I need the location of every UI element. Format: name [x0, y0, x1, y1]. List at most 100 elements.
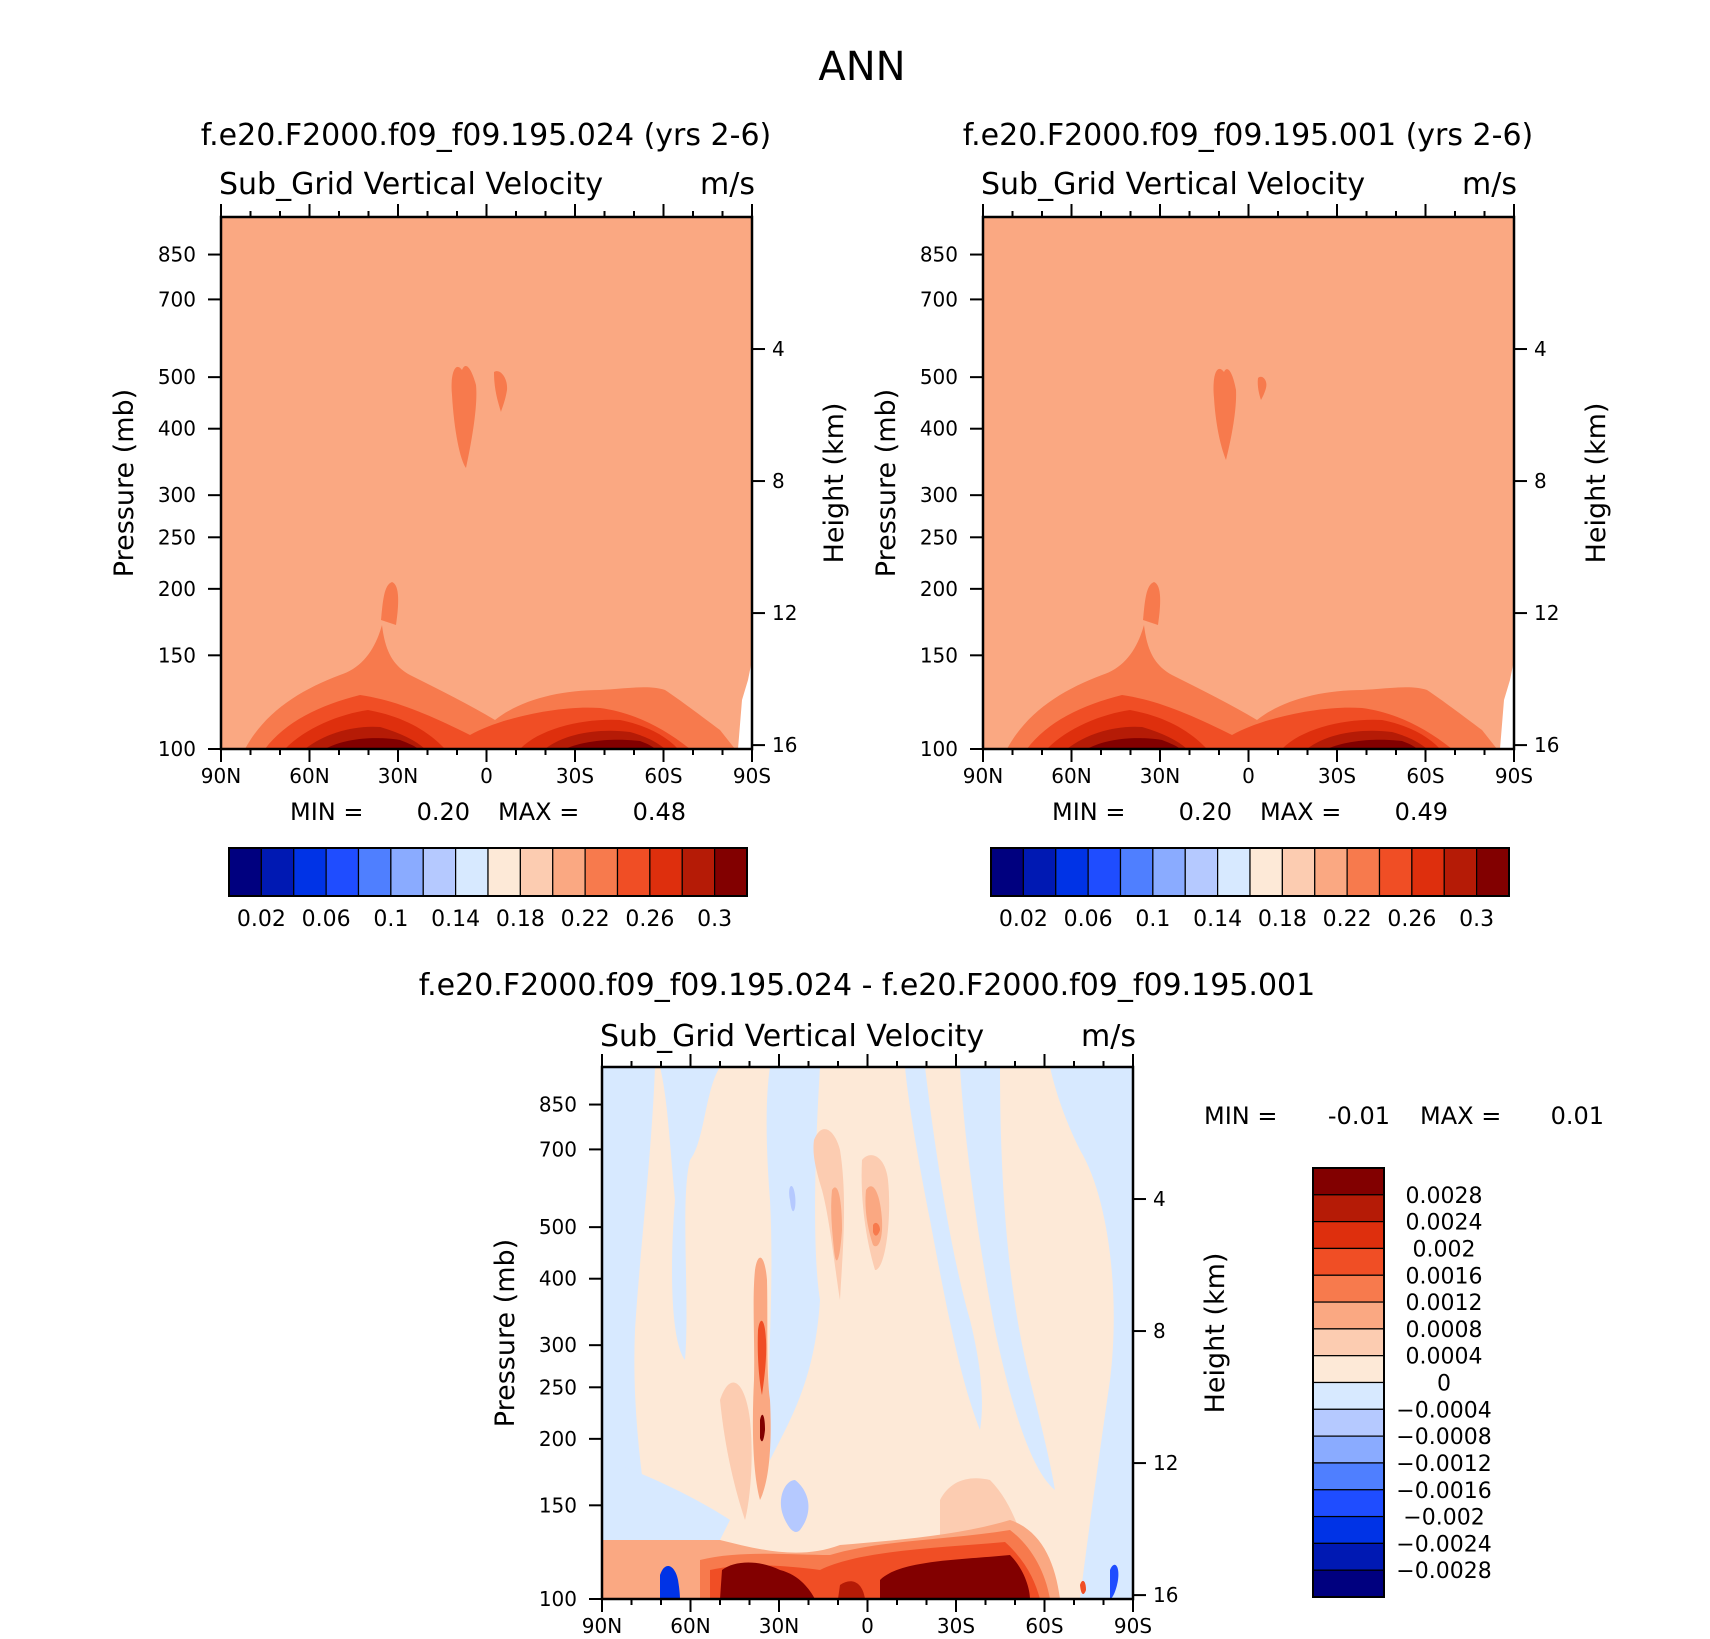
colorbar-swatch: [1119, 847, 1154, 897]
panel-top-left-max-label: MAX =: [498, 798, 579, 826]
colorbar-label: 0.0028: [1406, 1184, 1483, 1209]
colorbar-frame: [990, 847, 1510, 897]
x-tick-label: 90S: [1114, 1614, 1152, 1638]
height-tick-label: 8: [1153, 1319, 1166, 1343]
colorbar-swatch: [1346, 847, 1381, 897]
panel-top-left-min-value: 0.20: [417, 798, 470, 826]
contour-band: [757, 1320, 767, 1395]
panel-top-right-case-title: f.e20.F2000.f09_f09.195.001 (yrs 2-6): [963, 118, 1533, 153]
y-tick-label: 700: [158, 287, 196, 311]
colorbar-swatch: [1087, 847, 1122, 897]
colorbar-label: 0.0012: [1406, 1291, 1483, 1316]
contour-band: [660, 1565, 680, 1599]
x-tick-label: 90S: [733, 764, 771, 788]
y-tick-label: 250: [920, 525, 958, 549]
colorbar-swatch: [1312, 1301, 1385, 1330]
panel-bottom-ylabel-right: Height (km): [1200, 1253, 1231, 1414]
colorbar-label: 0: [1437, 1372, 1451, 1397]
x-tick-label: 0: [861, 1614, 874, 1638]
panel-top-left-units: m/s: [700, 167, 755, 202]
y-tick-label: 850: [158, 243, 196, 267]
colorbar-label: −0.0004: [1396, 1398, 1491, 1423]
colorbar-swatch: [1312, 1542, 1385, 1571]
panel-bottom-variable: Sub_Grid Vertical Velocity: [600, 1019, 984, 1054]
colorbar-swatch: [1312, 1167, 1385, 1196]
colorbar-label: 0.02: [237, 907, 286, 932]
height-tick-label: 4: [772, 337, 785, 361]
colorbar-swatch: [357, 847, 392, 897]
colorbar-swatch: [293, 847, 327, 897]
colorbar-swatch: [228, 847, 262, 897]
x-tick-label: 30N: [759, 1614, 799, 1638]
colorbar-label: 0.1: [373, 907, 408, 932]
y-tick-label: 250: [539, 1375, 577, 1399]
colorbar-label: 0.26: [625, 907, 674, 932]
x-tick-label: 60N: [670, 1614, 710, 1638]
contour-band: [1213, 368, 1237, 460]
contour-band: [1087, 738, 1180, 749]
x-tick-label: 0: [1242, 764, 1255, 788]
y-tick-label: 250: [158, 525, 196, 549]
contour-band: [720, 1382, 752, 1520]
contour-band: [838, 1581, 865, 1599]
panel-top-left-ylabel: Pressure (mb): [109, 389, 140, 577]
height-tick-label: 16: [1534, 733, 1559, 757]
panel-top-left-field: [221, 217, 752, 749]
panel-top-right-ylabel: Pressure (mb): [871, 389, 902, 577]
background-band: [983, 217, 1514, 749]
contour-band: [660, 1067, 720, 1360]
y-tick-label: 150: [920, 643, 958, 667]
colorbar-swatch: [1312, 1194, 1385, 1223]
colorbar-label: −0.002: [1403, 1506, 1484, 1531]
y-tick-label: 300: [920, 483, 958, 507]
colorbar-swatch: [1312, 1328, 1385, 1357]
figure-title: ANN: [818, 44, 905, 90]
contour-band: [1080, 1580, 1086, 1595]
y-tick-label: 400: [539, 1267, 577, 1291]
colorbar-label: −0.0024: [1396, 1532, 1491, 1557]
colorbar-swatch: [1312, 1462, 1385, 1491]
colorbar-swatch: [487, 847, 521, 897]
height-tick-label: 12: [772, 601, 797, 625]
colorbar-swatch: [990, 847, 1024, 897]
colorbar-swatch: [1249, 847, 1283, 897]
colorbar-label: −0.0016: [1396, 1479, 1491, 1504]
colorbar-label: −0.0008: [1396, 1425, 1491, 1450]
x-tick-label: 30N: [1140, 764, 1180, 788]
background-band: [221, 217, 752, 749]
y-tick-label: 150: [158, 643, 196, 667]
panel-top-right-max-label: MAX =: [1260, 798, 1341, 826]
colorbar-label: 0.06: [1064, 907, 1113, 932]
contour-band: [780, 1480, 809, 1532]
colorbar-swatch: [1312, 1408, 1385, 1437]
y-tick-label: 850: [539, 1093, 577, 1117]
panel-bottom: f.e20.F2000.f09_f09.195.024 - f.e20.F200…: [419, 968, 1604, 1638]
colorbar-label: 0.0008: [1406, 1318, 1483, 1343]
panel-top-right: f.e20.F2000.f09_f09.195.001 (yrs 2-6) Su…: [871, 118, 1612, 932]
panel-top-left: f.e20.F2000.f09_f09.195.024 (yrs 2-6) Su…: [109, 118, 850, 932]
x-tick-label: 60S: [1025, 1614, 1063, 1638]
colorbar-swatch: [552, 847, 586, 897]
colorbar-swatch: [455, 847, 489, 897]
y-tick-label: 100: [158, 737, 196, 761]
panel-top-left-case-title: f.e20.F2000.f09_f09.195.024 (yrs 2-6): [201, 118, 771, 153]
y-tick-label: 700: [539, 1137, 577, 1161]
contour-band: [565, 739, 655, 749]
colorbar-swatch: [714, 847, 748, 897]
y-tick-label: 200: [158, 577, 196, 601]
colorbar-label: 0.0004: [1406, 1345, 1483, 1370]
x-tick-label: 60N: [1051, 764, 1091, 788]
height-tick-label: 12: [1153, 1451, 1178, 1475]
colorbar-label: −0.0012: [1396, 1452, 1491, 1477]
panel-bottom-ylabel: Pressure (mb): [490, 1239, 521, 1427]
colorbar-swatch: [1443, 847, 1478, 897]
height-tick-label: 8: [772, 469, 785, 493]
panel-top-left-min-label: MIN =: [290, 798, 363, 826]
panel-bottom-axes: 90N 60N 30N 0 30S 60S 90S 100 150 200 250 300 400 500…: [539, 1054, 1178, 1638]
colorbar-swatch: [1312, 1355, 1385, 1384]
colorbar-label: 0.18: [496, 907, 545, 932]
x-tick-label: 30S: [556, 764, 594, 788]
height-tick-label: 8: [1534, 469, 1547, 493]
colorbar-label: 0.06: [302, 907, 351, 932]
